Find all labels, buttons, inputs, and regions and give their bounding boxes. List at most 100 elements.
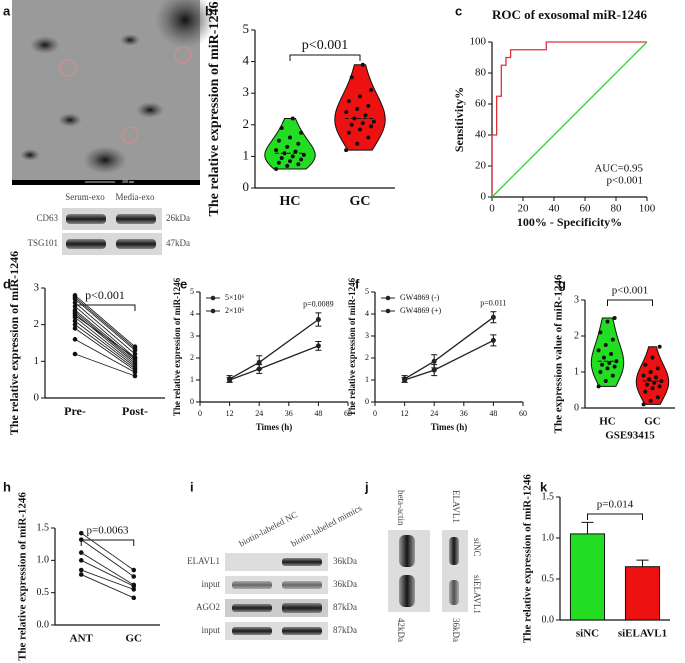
x-axis-label: Times (h) <box>431 422 468 432</box>
blot-i: biotin-labeled NC biotin-labeled mimics … <box>187 503 364 640</box>
x-tick-label: HC <box>280 194 301 209</box>
data-point <box>645 382 650 387</box>
y-tick-label: 5 <box>190 287 194 296</box>
y-tick-label: 0 <box>574 402 579 413</box>
data-point <box>285 144 290 149</box>
x-tick-label: ANT <box>70 633 94 645</box>
data-point <box>72 318 78 324</box>
violin-body <box>590 317 625 387</box>
x-tick-label: 36 <box>460 409 468 418</box>
data-point <box>299 157 304 162</box>
legend-label: GW4869 (+) <box>400 306 442 315</box>
x-tick-label: 0 <box>198 409 202 418</box>
panel-label: e <box>180 276 187 291</box>
data-point <box>355 141 360 146</box>
data-point <box>352 116 357 121</box>
x-tick-label: 0 <box>489 203 495 215</box>
x-tick-label: Post- <box>122 404 148 418</box>
data-point <box>315 317 321 322</box>
data-point <box>402 377 408 383</box>
chart-title: ROC of exosomal miR-1246 <box>492 7 647 22</box>
data-point <box>132 351 138 357</box>
y-tick-label: 1 <box>243 147 250 162</box>
blot-row: CD63 <box>36 213 58 223</box>
data-point <box>610 373 615 378</box>
y-tick-label: 0.0 <box>542 614 555 625</box>
data-point <box>596 384 601 389</box>
data-point <box>299 130 304 135</box>
data-point <box>366 103 371 108</box>
data-point <box>274 167 279 172</box>
pair-line <box>74 294 136 348</box>
x-axis-label: GSE93415 <box>605 430 655 442</box>
y-tick-label: 0 <box>34 392 40 404</box>
data-point <box>371 119 376 124</box>
x-tick-label: 100 <box>639 203 656 215</box>
y-tick-label: 40 <box>475 129 487 141</box>
x-tick-label: GC <box>126 633 143 645</box>
data-point <box>72 322 78 327</box>
data-point <box>315 343 321 349</box>
x-tick-label: 80 <box>611 203 623 215</box>
data-point <box>290 116 295 121</box>
x-tick-label: 24 <box>255 409 263 418</box>
annotation: AUC=0.95 <box>594 163 643 175</box>
y-tick-label: 2 <box>34 318 40 330</box>
data-point <box>490 337 496 343</box>
x-tick-label: siNC <box>576 628 599 640</box>
data-point <box>655 366 660 371</box>
data-point <box>346 130 351 135</box>
blot-j: beta-actin ELAVL1 siNC siELAVL1 42kDa 36… <box>388 490 482 642</box>
y-tick-label: 0 <box>365 397 369 406</box>
legend-marker <box>210 295 216 301</box>
y-tick-label: 3 <box>190 331 194 340</box>
pair-line <box>74 353 136 377</box>
y-tick-label: 1 <box>34 355 40 367</box>
data-point <box>657 384 662 389</box>
data-point <box>648 398 653 403</box>
data-point <box>358 94 362 99</box>
annotation: p<0.001 <box>612 285 648 297</box>
x-tick-label: 20 <box>518 203 530 215</box>
data-point <box>288 159 292 164</box>
data-point <box>612 316 617 320</box>
y-axis-label: The expression value of miR-1246 <box>553 274 565 433</box>
pair-line <box>74 315 136 359</box>
blot-size: 42kDa <box>396 618 406 642</box>
y-tick-label: 2 <box>365 353 369 362</box>
data-point <box>131 583 137 589</box>
error-bar <box>581 521 594 534</box>
x-tick-label: 40 <box>549 203 561 215</box>
y-tick-label: 3 <box>243 84 250 99</box>
data-point <box>132 355 138 360</box>
data-point <box>282 151 287 156</box>
data-point <box>290 154 295 159</box>
y-axis-label: The relative expression of miR-1246 <box>522 474 534 643</box>
data-point <box>349 122 354 127</box>
data-point <box>659 379 664 383</box>
y-tick-label: 3 <box>574 294 579 305</box>
blot-row: input <box>201 625 220 635</box>
data-point <box>431 367 437 373</box>
y-tick-label: 20 <box>475 160 487 172</box>
pair-line <box>74 316 136 366</box>
x-tick-label: 60 <box>344 409 352 418</box>
data-point <box>256 366 262 372</box>
data-point <box>603 343 608 347</box>
data-point <box>605 366 610 371</box>
legend-marker <box>385 295 391 301</box>
data-point <box>296 162 301 167</box>
annotation: p=0.0063 <box>87 525 129 537</box>
series-line <box>229 318 319 380</box>
annotation: p<0.001 <box>85 288 125 302</box>
data-point <box>607 361 612 365</box>
panel-label: d <box>3 276 11 291</box>
blot-size: 87kDa <box>333 625 357 635</box>
series-line <box>491 41 647 197</box>
pair-line <box>74 298 136 351</box>
pair-line <box>81 569 134 590</box>
violin-body <box>635 346 670 405</box>
data-point <box>72 351 78 357</box>
